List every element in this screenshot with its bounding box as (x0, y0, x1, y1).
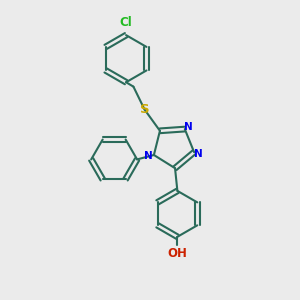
Text: N: N (194, 149, 203, 159)
Text: OH: OH (167, 247, 187, 260)
Text: S: S (140, 103, 149, 116)
Text: Cl: Cl (120, 16, 132, 28)
Text: N: N (184, 122, 193, 132)
Text: N: N (144, 152, 153, 161)
